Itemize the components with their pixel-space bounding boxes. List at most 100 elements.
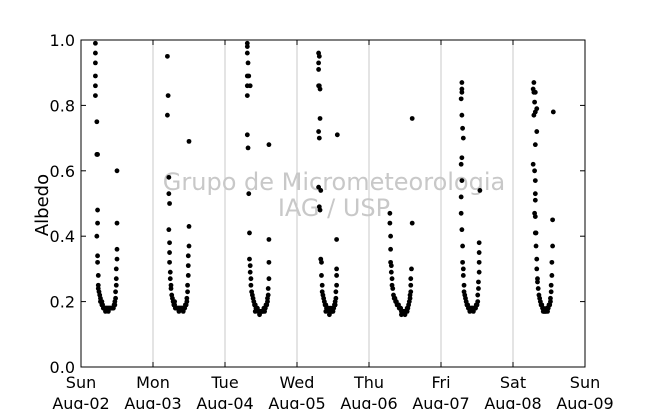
data-point <box>334 266 339 272</box>
data-point <box>532 197 538 203</box>
data-point <box>165 93 171 98</box>
x-tick-label-day: Tue <box>210 373 238 392</box>
data-point <box>531 80 537 85</box>
data-point <box>460 135 466 141</box>
data-point <box>550 109 556 115</box>
data-point <box>459 112 465 118</box>
data-point <box>262 309 267 314</box>
data-point <box>265 292 271 298</box>
data-point <box>532 168 537 174</box>
data-point <box>113 266 119 272</box>
data-point <box>388 246 393 252</box>
data-point <box>530 161 536 167</box>
data-point <box>95 253 100 259</box>
data-point <box>533 230 539 236</box>
data-point <box>93 93 98 98</box>
data-point <box>459 227 465 233</box>
data-point <box>399 312 404 318</box>
x-tick-label-day: Mon <box>136 373 170 392</box>
data-point <box>114 256 120 262</box>
data-point <box>327 312 332 318</box>
y-tick-label: 0.6 <box>50 162 75 181</box>
data-point <box>333 289 339 295</box>
data-point <box>180 309 186 314</box>
data-point <box>458 96 464 102</box>
data-point <box>460 273 466 278</box>
data-point <box>540 309 546 314</box>
data-point <box>477 188 483 193</box>
data-point <box>534 256 540 262</box>
data-point <box>245 60 251 66</box>
data-point <box>95 152 100 157</box>
x-tick-label-day: Sat <box>500 373 526 392</box>
data-point <box>548 295 553 301</box>
data-point <box>317 207 323 213</box>
data-point <box>323 309 329 314</box>
data-point <box>458 210 464 216</box>
data-point <box>247 230 252 236</box>
watermark-line-2: IAG / USP <box>278 194 390 222</box>
x-tick-label-date: Aug-04 <box>196 394 253 409</box>
data-point <box>93 40 98 46</box>
x-tick-label-date: Aug-09 <box>556 394 613 409</box>
data-point <box>459 155 465 161</box>
data-point <box>185 253 191 259</box>
data-point <box>244 132 250 138</box>
data-point <box>548 289 554 295</box>
data-point <box>186 223 192 229</box>
data-point <box>319 282 325 288</box>
data-point <box>458 161 464 167</box>
data-point <box>165 53 170 59</box>
data-point <box>114 168 120 174</box>
data-point <box>460 243 465 249</box>
data-point <box>246 191 252 197</box>
data-point <box>535 279 540 285</box>
data-point <box>248 276 254 282</box>
data-point <box>266 259 272 265</box>
data-point <box>460 266 466 272</box>
data-point <box>95 273 101 278</box>
x-tick-label-day: Sun <box>570 373 600 392</box>
data-point <box>532 178 538 184</box>
plot-frame <box>80 39 586 368</box>
data-point <box>93 83 98 89</box>
data-point <box>94 119 100 125</box>
data-point <box>167 269 173 275</box>
data-point <box>532 99 537 105</box>
data-point <box>93 50 98 56</box>
data-point <box>460 259 465 265</box>
data-point <box>409 116 415 121</box>
data-point <box>186 138 192 144</box>
data-point <box>166 191 172 197</box>
x-tick-label-date: Aug-08 <box>484 394 541 409</box>
data-point <box>247 256 252 262</box>
x-tick-label-day: Fri <box>431 373 450 392</box>
vertical-gridlines <box>152 40 514 367</box>
data-point <box>95 220 100 226</box>
data-point <box>185 263 191 269</box>
data-point <box>459 178 465 184</box>
data-points <box>93 40 556 318</box>
data-point <box>409 220 415 226</box>
data-point <box>532 214 538 219</box>
data-point <box>388 233 393 239</box>
data-point <box>459 80 465 85</box>
data-point <box>167 276 173 282</box>
data-point <box>330 309 336 314</box>
data-point <box>176 309 182 314</box>
data-point <box>245 145 251 151</box>
data-point <box>334 273 339 278</box>
x-tick-label-date: Aug-07 <box>412 394 469 409</box>
data-point <box>475 299 481 304</box>
y-tick-label: 1.0 <box>50 31 75 50</box>
data-point <box>476 286 481 291</box>
data-point <box>534 129 540 134</box>
data-point <box>266 142 272 148</box>
data-point <box>113 295 118 301</box>
data-point <box>471 309 476 314</box>
data-point <box>476 259 482 265</box>
data-point <box>408 276 414 282</box>
data-point <box>387 210 393 216</box>
data-point <box>476 240 482 246</box>
data-point <box>94 233 100 239</box>
